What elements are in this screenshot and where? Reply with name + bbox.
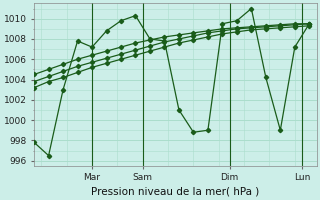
X-axis label: Pression niveau de la mer( hPa ): Pression niveau de la mer( hPa ) — [91, 187, 260, 197]
